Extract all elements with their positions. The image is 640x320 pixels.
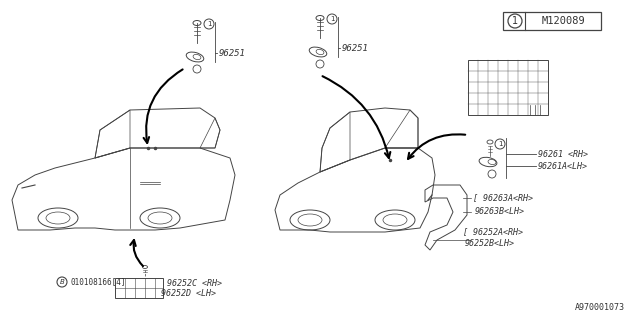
Text: A970001073: A970001073 bbox=[575, 303, 625, 312]
Text: 96261A<LH>: 96261A<LH> bbox=[538, 162, 588, 171]
Bar bbox=[503, 12, 601, 30]
Text: [ 96252A<RH>: [ 96252A<RH> bbox=[463, 228, 523, 236]
Text: 96252D <LH>: 96252D <LH> bbox=[161, 290, 216, 299]
Text: 96252C <RH>: 96252C <RH> bbox=[167, 278, 222, 287]
Text: 010108166[4]: 010108166[4] bbox=[70, 277, 125, 286]
Text: 96252B<LH>: 96252B<LH> bbox=[465, 239, 515, 249]
Text: 1: 1 bbox=[498, 141, 502, 147]
Text: [ 96263A<RH>: [ 96263A<RH> bbox=[473, 194, 533, 203]
Bar bbox=[468, 60, 548, 115]
Text: M120089: M120089 bbox=[541, 16, 585, 26]
Text: 1: 1 bbox=[330, 16, 334, 22]
Text: 96251: 96251 bbox=[219, 49, 246, 58]
Text: 96263B<LH>: 96263B<LH> bbox=[475, 207, 525, 217]
Text: 1: 1 bbox=[512, 16, 518, 26]
Text: 96261 <RH>: 96261 <RH> bbox=[538, 149, 588, 158]
Text: 1: 1 bbox=[207, 21, 211, 27]
Text: 96251: 96251 bbox=[342, 44, 369, 52]
Text: B: B bbox=[60, 279, 65, 285]
Bar bbox=[115, 278, 163, 298]
